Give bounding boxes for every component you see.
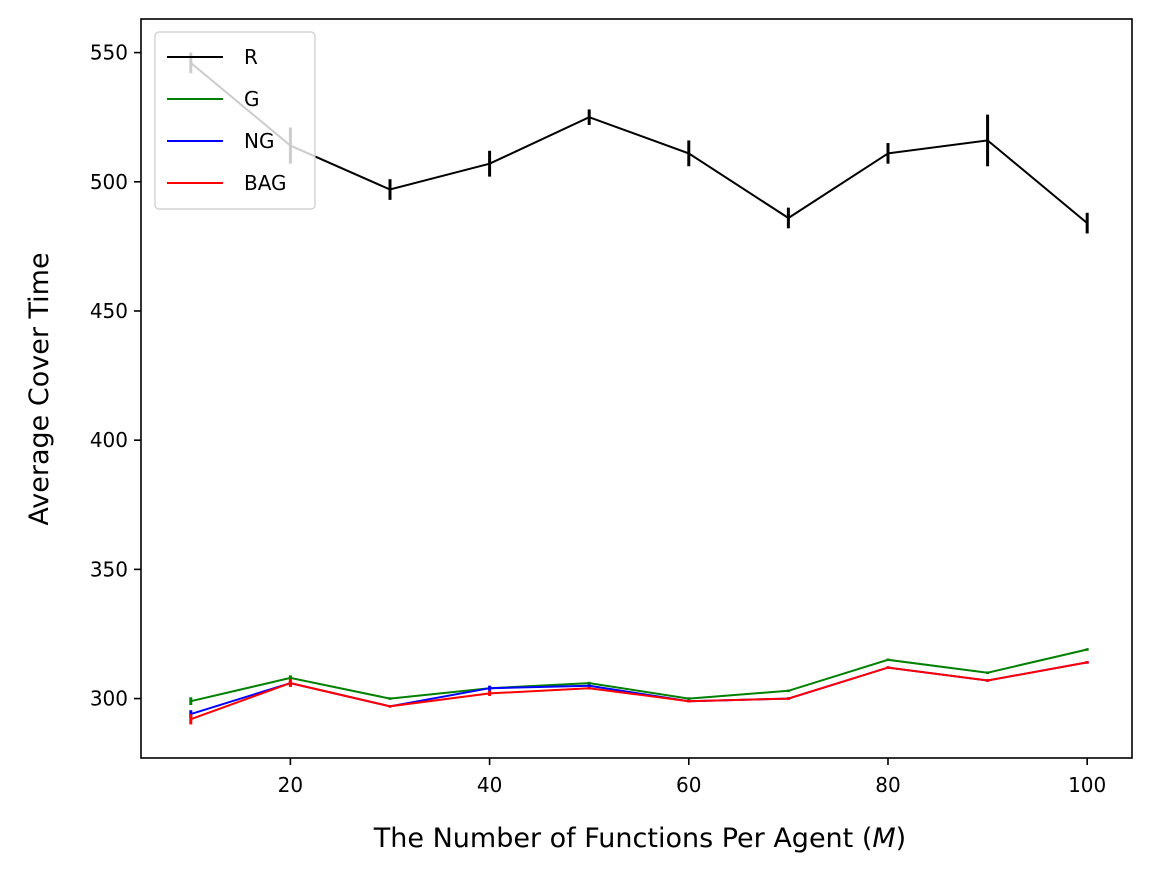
y-tick-label: 450 — [90, 299, 128, 323]
legend-box — [154, 31, 316, 210]
legend-label: NG — [244, 129, 274, 153]
series-bag — [189, 661, 1089, 725]
series-layer — [189, 52, 1089, 725]
series-line — [190, 661, 1088, 716]
series-r — [189, 52, 1089, 234]
y-tick-label: 300 — [90, 687, 128, 711]
legend-label: R — [244, 45, 258, 69]
legend: RG NG BAG — [154, 31, 316, 210]
plot-frame — [140, 18, 1133, 759]
legend-label: G — [244, 87, 260, 111]
x-axis-label-variable: M — [872, 823, 895, 854]
y-tick-label: 500 — [90, 170, 128, 194]
series-ng — [189, 661, 1089, 718]
legend-label: BAG — [244, 171, 287, 195]
series-line — [190, 62, 1088, 224]
series-line — [190, 661, 1088, 721]
y-tick-label: 350 — [90, 557, 128, 581]
x-axis-label-end: ) — [896, 823, 907, 854]
y-tick-label: 400 — [90, 428, 128, 452]
x-axis-label-main: The Number of Functions Per Agent ( — [373, 823, 873, 854]
x-tick-label: 60 — [676, 773, 701, 797]
y-axis-label: Average Cover Time — [24, 252, 55, 525]
series-line — [190, 648, 1088, 703]
ticks-layer: 20 40 60 80 100 300 350 400 450 500 550 — [90, 41, 1106, 797]
x-tick-label: 80 — [875, 773, 900, 797]
y-tick-label: 550 — [90, 41, 128, 65]
x-tick-label: 40 — [477, 773, 502, 797]
x-axis-label: The Number of Functions Per Agent (M) — [373, 823, 906, 854]
x-tick-label: 20 — [278, 773, 303, 797]
x-tick-label: 100 — [1068, 773, 1106, 797]
